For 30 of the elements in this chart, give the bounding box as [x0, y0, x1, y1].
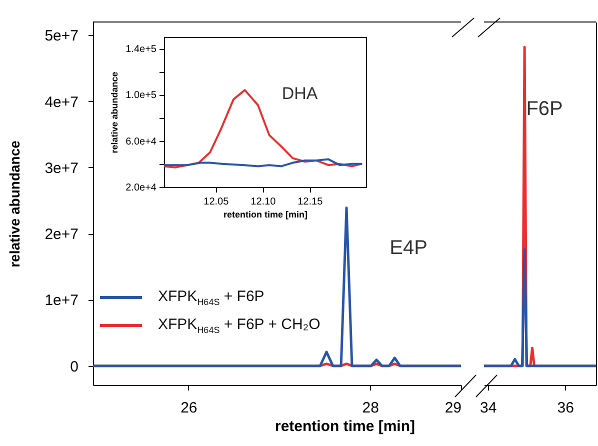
y-tick-label: 1.0e+5	[126, 90, 157, 102]
y-tick-label: 4e+7	[44, 94, 78, 111]
y-tick-label: 1e+7	[44, 292, 78, 310]
x-axis-title: retention time [min]	[223, 210, 308, 220]
y-tick-label: 2e+7	[44, 226, 78, 244]
annotation: E4P	[390, 236, 428, 259]
y-tick-label: 3e+7	[44, 160, 78, 177]
y-tick-label: 2.0e+4	[126, 182, 157, 194]
line-series	[164, 89, 362, 168]
legend-label: XFPK$_{H64S}$ + F6P	[158, 288, 264, 306]
y-tick-label: 6.0e+4	[126, 136, 157, 148]
x-tick-label: 26	[180, 400, 198, 416]
y-tick-label: 1.4e+5	[126, 44, 157, 56]
x-tick-label: 28	[362, 400, 379, 416]
line-series	[93, 206, 461, 368]
x-tick-label: 12.05	[204, 196, 230, 208]
y-tick-label: 5e+7	[44, 28, 78, 45]
y-axis-title: relative abundance	[6, 140, 23, 268]
y-tick-label: 0	[70, 358, 78, 376]
x-tick-label: 12.15	[298, 196, 324, 208]
y-axis-title: relative abundance	[110, 72, 120, 154]
annotation: DHA	[282, 84, 318, 104]
x-tick-label: 34	[480, 400, 497, 416]
line-series	[164, 158, 362, 168]
annotation: F6P	[526, 98, 563, 120]
x-tick-label: 12.10	[250, 196, 276, 208]
x-axis-title: retention time [min]	[274, 418, 416, 435]
x-tick-label: 29	[444, 400, 462, 416]
x-tick-label: 36	[557, 400, 574, 416]
legend-label: XFPK$_{H64S}$ + F6P + CH₂O	[158, 316, 320, 334]
